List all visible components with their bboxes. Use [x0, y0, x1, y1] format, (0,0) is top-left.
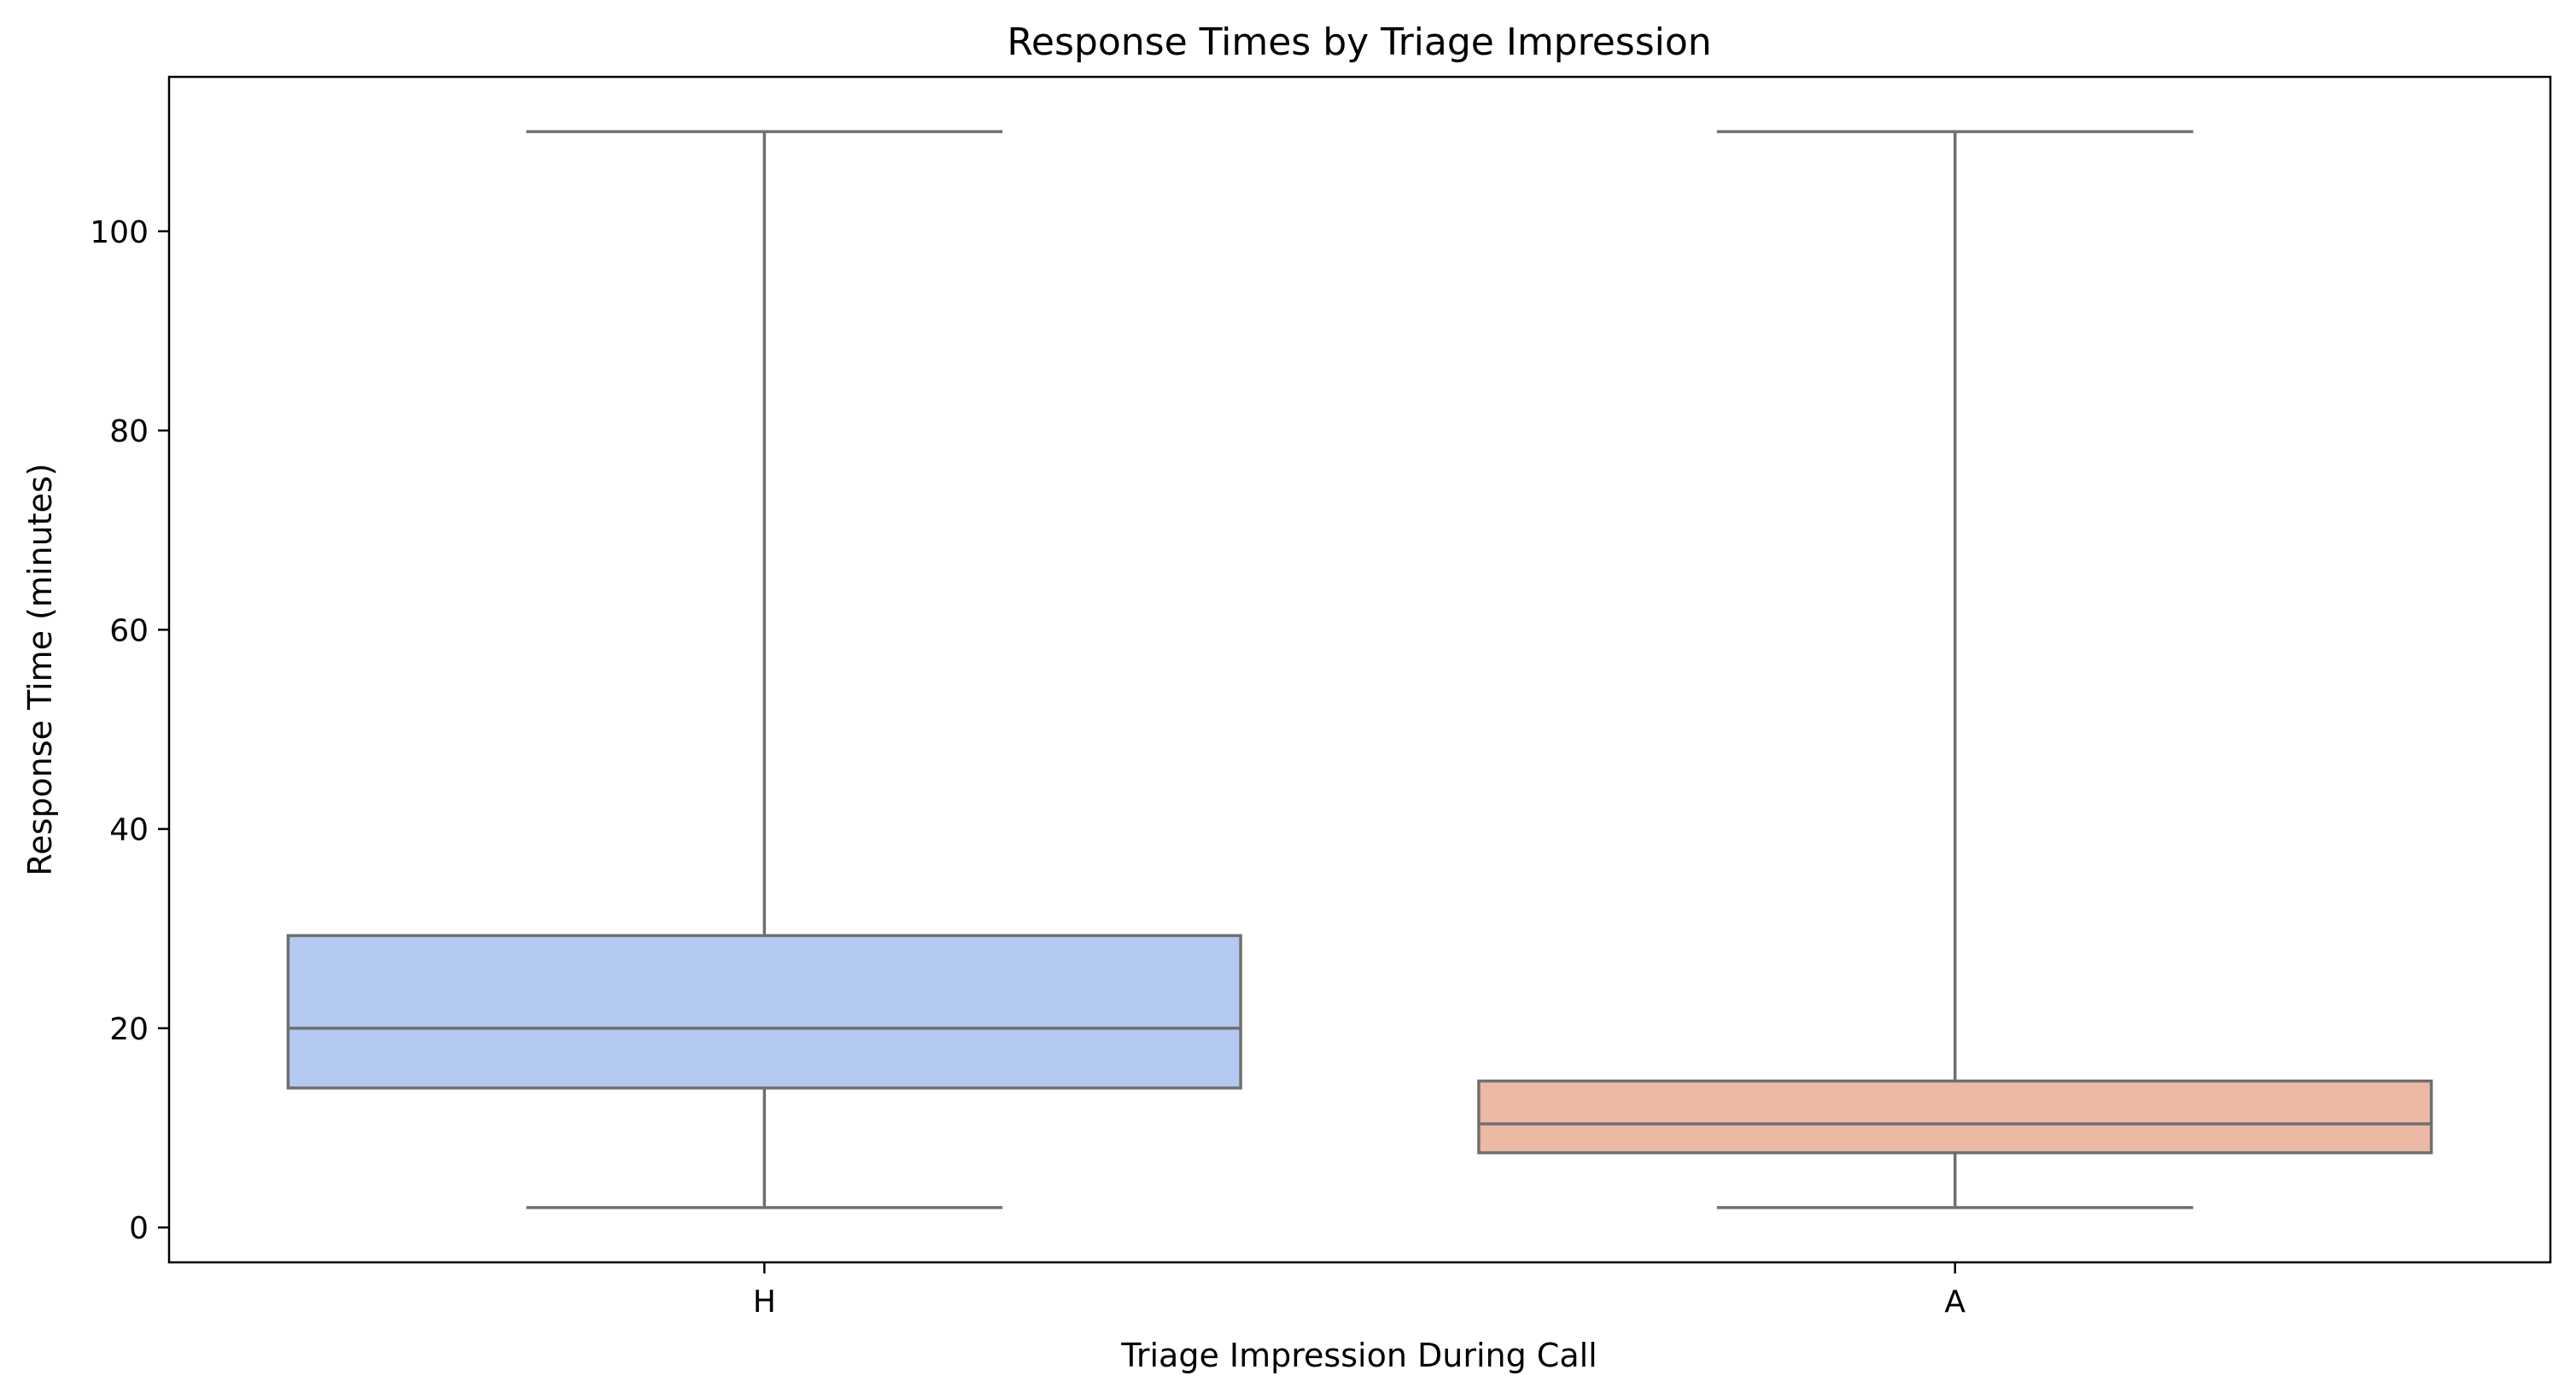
y-axis: 0 20 40 60 80 100 — [90, 215, 169, 1246]
y-tick-label-100: 100 — [90, 215, 149, 250]
box-group-a — [1477, 130, 2433, 1209]
boxes-layer — [286, 130, 2433, 1209]
plot-frame — [167, 75, 2552, 1264]
y-tick-label-0: 0 — [129, 1211, 149, 1246]
box-group-h — [286, 130, 1242, 1209]
x-axis-label: Triage Impression During Call — [1120, 1337, 1598, 1374]
box-a — [1477, 1079, 2433, 1155]
x-tick-label-a: A — [1944, 1285, 1966, 1320]
box-h — [286, 934, 1242, 1090]
x-tick-label-h: H — [753, 1285, 776, 1320]
y-tick-label-40: 40 — [109, 813, 149, 848]
chart-title: Response Times by Triage Impression — [1007, 20, 1711, 64]
y-tick-label-20: 20 — [109, 1012, 149, 1047]
y-tick-label-80: 80 — [109, 414, 149, 449]
y-tick-label-60: 60 — [109, 613, 149, 648]
y-axis-label: Response Time (minutes) — [21, 463, 59, 875]
